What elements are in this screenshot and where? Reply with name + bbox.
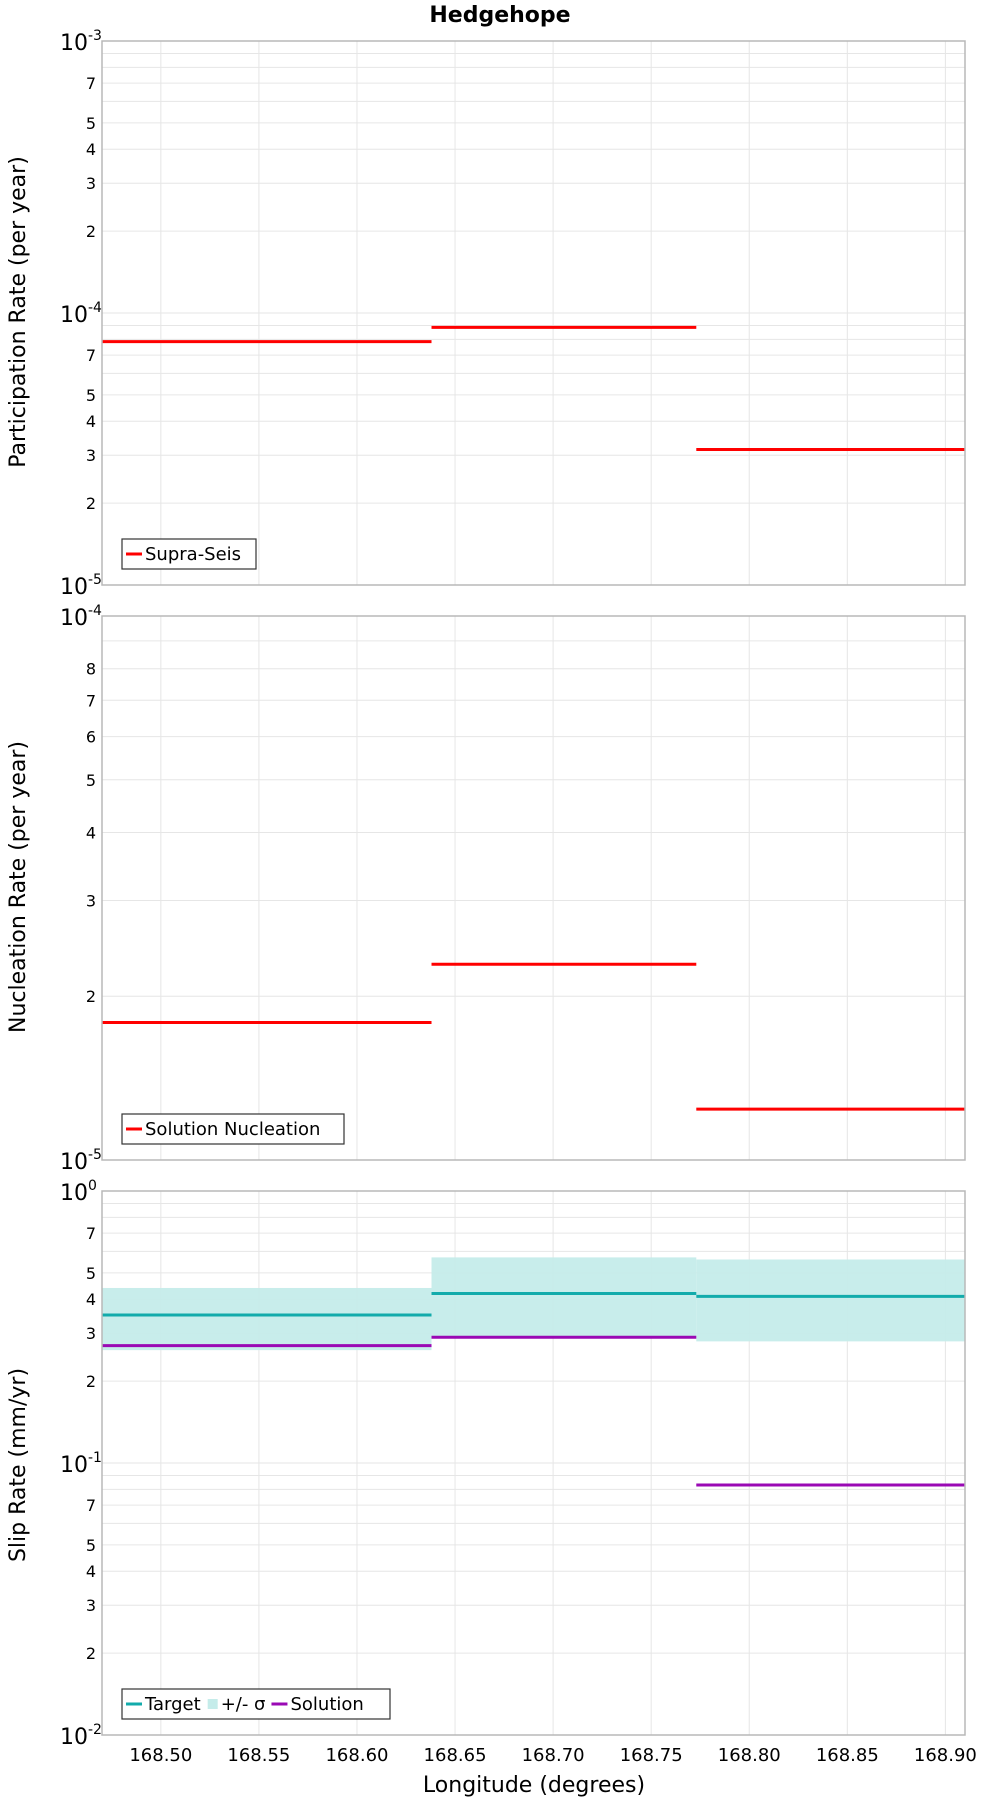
legend-box [121, 1113, 345, 1145]
y-tick-minor-label: 5 [86, 114, 96, 133]
x-tick-label: 168.60 [325, 1745, 388, 1766]
participation-legend: Supra-Seis [121, 538, 257, 570]
slip-rate-axis-label: Slip Rate (mm/yr) [6, 1368, 31, 1562]
nucleation-plot-area [102, 616, 965, 1160]
y-tick-minor-label: 4 [86, 823, 96, 842]
x-tick-label: 168.90 [914, 1745, 977, 1766]
participation-rate-panel: 10-3 7 5 4 3 2 10-4 7 5 4 3 2 10-5 Supra-Seis [60, 28, 966, 600]
y-tick-minor-label: 2 [86, 1372, 96, 1391]
legend-label: Supra-Seis [145, 544, 241, 565]
x-tick-label: 168.75 [620, 1745, 683, 1766]
nucleation-legend: Solution Nucleation [121, 1113, 345, 1145]
y-tick-major-label: 10-2 [60, 1722, 102, 1750]
y-tick-minor-label: 7 [86, 74, 96, 93]
y-tick-minor-label: 4 [86, 1562, 96, 1581]
x-tick-label: 168.85 [816, 1745, 879, 1766]
y-tick-minor-label: 4 [86, 412, 96, 431]
legend-box [121, 538, 257, 570]
y-tick-major-label: 10-1 [60, 1450, 102, 1478]
x-tick-label: 168.70 [522, 1745, 585, 1766]
participation-frame [101, 40, 966, 586]
y-tick-minor-label: 7 [86, 1496, 96, 1515]
x-tick-label: 168.50 [129, 1745, 192, 1766]
y-tick-minor-label: 3 [86, 174, 96, 193]
x-tick-label: 168.80 [718, 1745, 781, 1766]
nucleation-y-ticks: 10-4 8 7 6 5 4 3 2 10-5 [60, 603, 102, 1175]
sigma-band-segment [102, 1287, 432, 1351]
y-tick-minor-label: 3 [86, 1324, 96, 1343]
y-tick-major-label: 10-4 [60, 603, 102, 631]
y-tick-major-label: 10-4 [60, 300, 102, 328]
y-tick-minor-label: 8 [86, 660, 96, 679]
y-tick-major-label: 10-3 [60, 28, 102, 56]
participation-y-ticks: 10-3 7 5 4 3 2 10-4 7 5 4 3 2 10-5 [60, 28, 102, 600]
y-tick-minor-label: 7 [86, 346, 96, 365]
y-tick-minor-label: 3 [86, 891, 96, 910]
legend-label: Solution [290, 1694, 363, 1715]
y-tick-minor-label: 2 [86, 1644, 96, 1663]
slip-y-ticks: 100 7 5 4 3 2 10-1 7 5 4 3 2 10-2 [60, 1178, 102, 1750]
y-tick-minor-label: 2 [86, 222, 96, 241]
legend-label: Solution Nucleation [145, 1119, 320, 1140]
nucleation-rate-axis-label: Nucleation Rate (per year) [6, 741, 31, 1033]
x-tick-label: 168.55 [227, 1745, 290, 1766]
y-tick-minor-label: 4 [86, 140, 96, 159]
y-tick-minor-label: 6 [86, 728, 96, 747]
slip-frame [101, 1190, 966, 1736]
x-ticks: 168.50 168.55 168.60 168.65 168.70 168.75 168.… [129, 1745, 977, 1766]
y-tick-minor-label: 5 [86, 1264, 96, 1283]
slip-legend: Target +/- σ Solution [121, 1688, 391, 1720]
nucleation-frame [101, 615, 966, 1161]
y-tick-minor-label: 4 [86, 1290, 96, 1309]
y-tick-major-label: 10-5 [60, 1147, 102, 1175]
sigma-band-segment [431, 1257, 697, 1338]
nucleation-series [102, 962, 965, 1111]
legend-swatch [207, 1699, 218, 1709]
slip-series [102, 1257, 965, 1487]
y-tick-minor-label: 5 [86, 771, 96, 790]
y-tick-major-label: 10-5 [60, 572, 102, 600]
y-tick-minor-label: 3 [86, 1596, 96, 1615]
y-tick-minor-label: 7 [86, 691, 96, 710]
legend-box [121, 1688, 391, 1720]
y-tick-minor-label: 7 [86, 1224, 96, 1243]
legend-label: +/- σ [221, 1694, 266, 1715]
longitude-axis-label: Longitude (degrees) [423, 1773, 645, 1798]
y-tick-minor-label: 5 [86, 386, 96, 405]
nucleation-rate-panel: 10-4 8 7 6 5 4 3 2 10-5 Solution Nucleation [60, 603, 966, 1175]
y-tick-minor-label: 3 [86, 446, 96, 465]
y-tick-minor-label: 2 [86, 987, 96, 1006]
x-tick-label: 168.65 [424, 1745, 487, 1766]
y-tick-minor-label: 5 [86, 1536, 96, 1555]
y-tick-minor-label: 2 [86, 494, 96, 513]
participation-series [102, 325, 965, 451]
participation-grid [102, 40, 965, 586]
participation-rate-axis-label: Participation Rate (per year) [6, 156, 31, 468]
y-tick-major-label: 100 [60, 1178, 97, 1206]
chart-title: Hedgehope [429, 3, 570, 28]
sigma-band-segment [696, 1259, 965, 1342]
legend-label: Target [144, 1694, 201, 1715]
